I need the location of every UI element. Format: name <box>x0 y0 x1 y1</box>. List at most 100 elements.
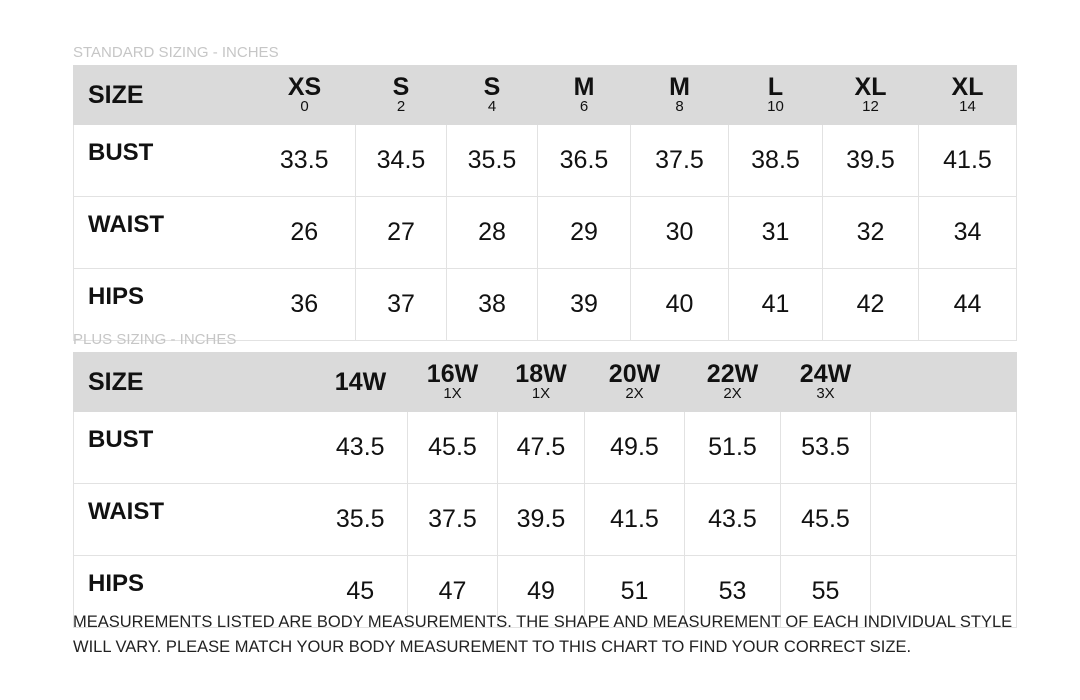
size-name: 22W <box>706 360 759 388</box>
measurement-cell: 47 <box>407 555 498 628</box>
row-label: BUST <box>73 411 314 484</box>
table-row: WAIST 26 27 28 29 30 31 32 34 <box>73 196 1017 269</box>
size-number: 4 <box>487 98 497 115</box>
measurement-cell: 34 <box>918 196 1017 269</box>
measurement-cell: 45.5 <box>780 483 871 556</box>
size-name: M <box>573 73 595 101</box>
size-number: 2X <box>625 385 644 402</box>
measurement-cell: 33.5 <box>253 124 356 197</box>
size-number: 2X <box>723 385 742 402</box>
row-label: BUST <box>73 124 254 197</box>
measurement-cell: 35.5 <box>313 483 408 556</box>
measurement-cell: 44 <box>918 268 1017 341</box>
size-column-header: 14W <box>313 352 408 412</box>
size-column-header: L 10 <box>728 65 823 125</box>
row-label: WAIST <box>73 483 314 556</box>
size-name: XL <box>854 73 887 101</box>
size-column-header: XL 12 <box>822 65 919 125</box>
row-label: WAIST <box>73 196 254 269</box>
measurement-cell: 30 <box>630 196 729 269</box>
measurement-cell: 32 <box>822 196 919 269</box>
measurement-cell: 26 <box>253 196 356 269</box>
measurement-cell: 49.5 <box>584 411 685 484</box>
measurement-cell: 43.5 <box>684 483 781 556</box>
standard-size-table: SIZE XS 0 S 2 S 4 M 6 M 8 L 10 XL 12 XL 14 BUST 33.5 34.5 3… <box>73 65 1017 341</box>
size-name: 14W <box>334 368 387 396</box>
measurement-cell: 53.5 <box>780 411 871 484</box>
measurement-note: MEASUREMENTS LISTED ARE BODY MEASUREMENT… <box>73 613 1013 656</box>
size-name: 20W <box>608 360 661 388</box>
size-name: L <box>767 73 784 101</box>
size-name: 18W <box>515 360 567 388</box>
table-row: HIPS 36 37 38 39 40 41 42 44 <box>73 268 1017 341</box>
measurement-cell: 38 <box>446 268 538 341</box>
size-name: XS <box>287 73 322 101</box>
size-name: S <box>392 73 410 101</box>
size-name: XL <box>951 73 984 101</box>
measurement-cell: 37.5 <box>630 124 729 197</box>
row-label: HIPS <box>73 555 314 628</box>
table-row: BUST 33.5 34.5 35.5 36.5 37.5 38.5 39.5 41.5 <box>73 124 1017 197</box>
empty-cell <box>870 483 1017 556</box>
size-name: 24W <box>799 360 852 388</box>
size-column-header: 20W 2X <box>584 352 685 412</box>
measurement-cell: 34.5 <box>355 124 447 197</box>
size-number: 1X <box>531 385 551 402</box>
header-row: SIZE 14W 16W 1X 18W 1X 20W 2X 22W 2X 24W 3X <box>73 352 1017 412</box>
empty-cell <box>870 411 1017 484</box>
size-number: 1X <box>443 385 462 402</box>
measurement-cell: 41.5 <box>584 483 685 556</box>
measurement-cell: 28 <box>446 196 538 269</box>
measurement-cell: 37.5 <box>407 483 498 556</box>
measurement-cell: 40 <box>630 268 729 341</box>
size-number: 8 <box>675 98 684 115</box>
header-row: SIZE XS 0 S 2 S 4 M 6 M 8 L 10 XL 12 XL 14 <box>73 65 1017 125</box>
measurement-cell: 41 <box>728 268 823 341</box>
size-number: 12 <box>862 98 879 115</box>
size-column-header: 16W 1X <box>407 352 498 412</box>
measurement-cell: 51.5 <box>684 411 781 484</box>
size-name: S <box>483 73 501 101</box>
empty-cell <box>870 555 1017 628</box>
measurement-cell: 45 <box>313 555 408 628</box>
measurement-cell: 36.5 <box>537 124 631 197</box>
empty-header-cell <box>870 352 1017 412</box>
measurement-cell: 39.5 <box>822 124 919 197</box>
measurement-cell: 31 <box>728 196 823 269</box>
measurement-cell: 47.5 <box>497 411 585 484</box>
measurement-cell: 37 <box>355 268 447 341</box>
size-number: 6 <box>579 98 589 115</box>
size-column-header: 18W 1X <box>497 352 585 412</box>
row-label: HIPS <box>73 268 254 341</box>
size-number: 10 <box>767 98 784 115</box>
plus-sizing-title: PLUS SIZING - INCHES <box>73 331 237 348</box>
size-column-header: 24W 3X <box>780 352 871 412</box>
measurement-cell: 35.5 <box>446 124 538 197</box>
size-name: M <box>669 73 690 101</box>
table-row: HIPS 45 47 49 51 53 55 <box>73 555 1017 628</box>
plus-size-table: SIZE 14W 16W 1X 18W 1X 20W 2X 22W 2X 24W 3X BUST 43.… <box>73 352 1017 628</box>
size-number: 0 <box>300 98 309 115</box>
size-number: 3X <box>816 385 835 402</box>
measurement-cell: 42 <box>822 268 919 341</box>
size-column-header: XL 14 <box>918 65 1017 125</box>
size-header-label: SIZE <box>73 65 254 125</box>
measurement-cell: 55 <box>780 555 871 628</box>
measurement-cell: 39.5 <box>497 483 585 556</box>
measurement-cell: 51 <box>584 555 685 628</box>
measurement-cell: 43.5 <box>313 411 408 484</box>
measurement-cell: 38.5 <box>728 124 823 197</box>
measurement-cell: 53 <box>684 555 781 628</box>
measurement-cell: 39 <box>537 268 631 341</box>
table-row: BUST 43.5 45.5 47.5 49.5 51.5 53.5 <box>73 411 1017 484</box>
measurement-cell: 27 <box>355 196 447 269</box>
size-name: 16W <box>426 360 479 388</box>
size-column-header: 22W 2X <box>684 352 781 412</box>
size-column-header: XS 0 <box>253 65 356 125</box>
size-number: 2 <box>396 98 406 115</box>
measurement-cell: 36 <box>253 268 356 341</box>
